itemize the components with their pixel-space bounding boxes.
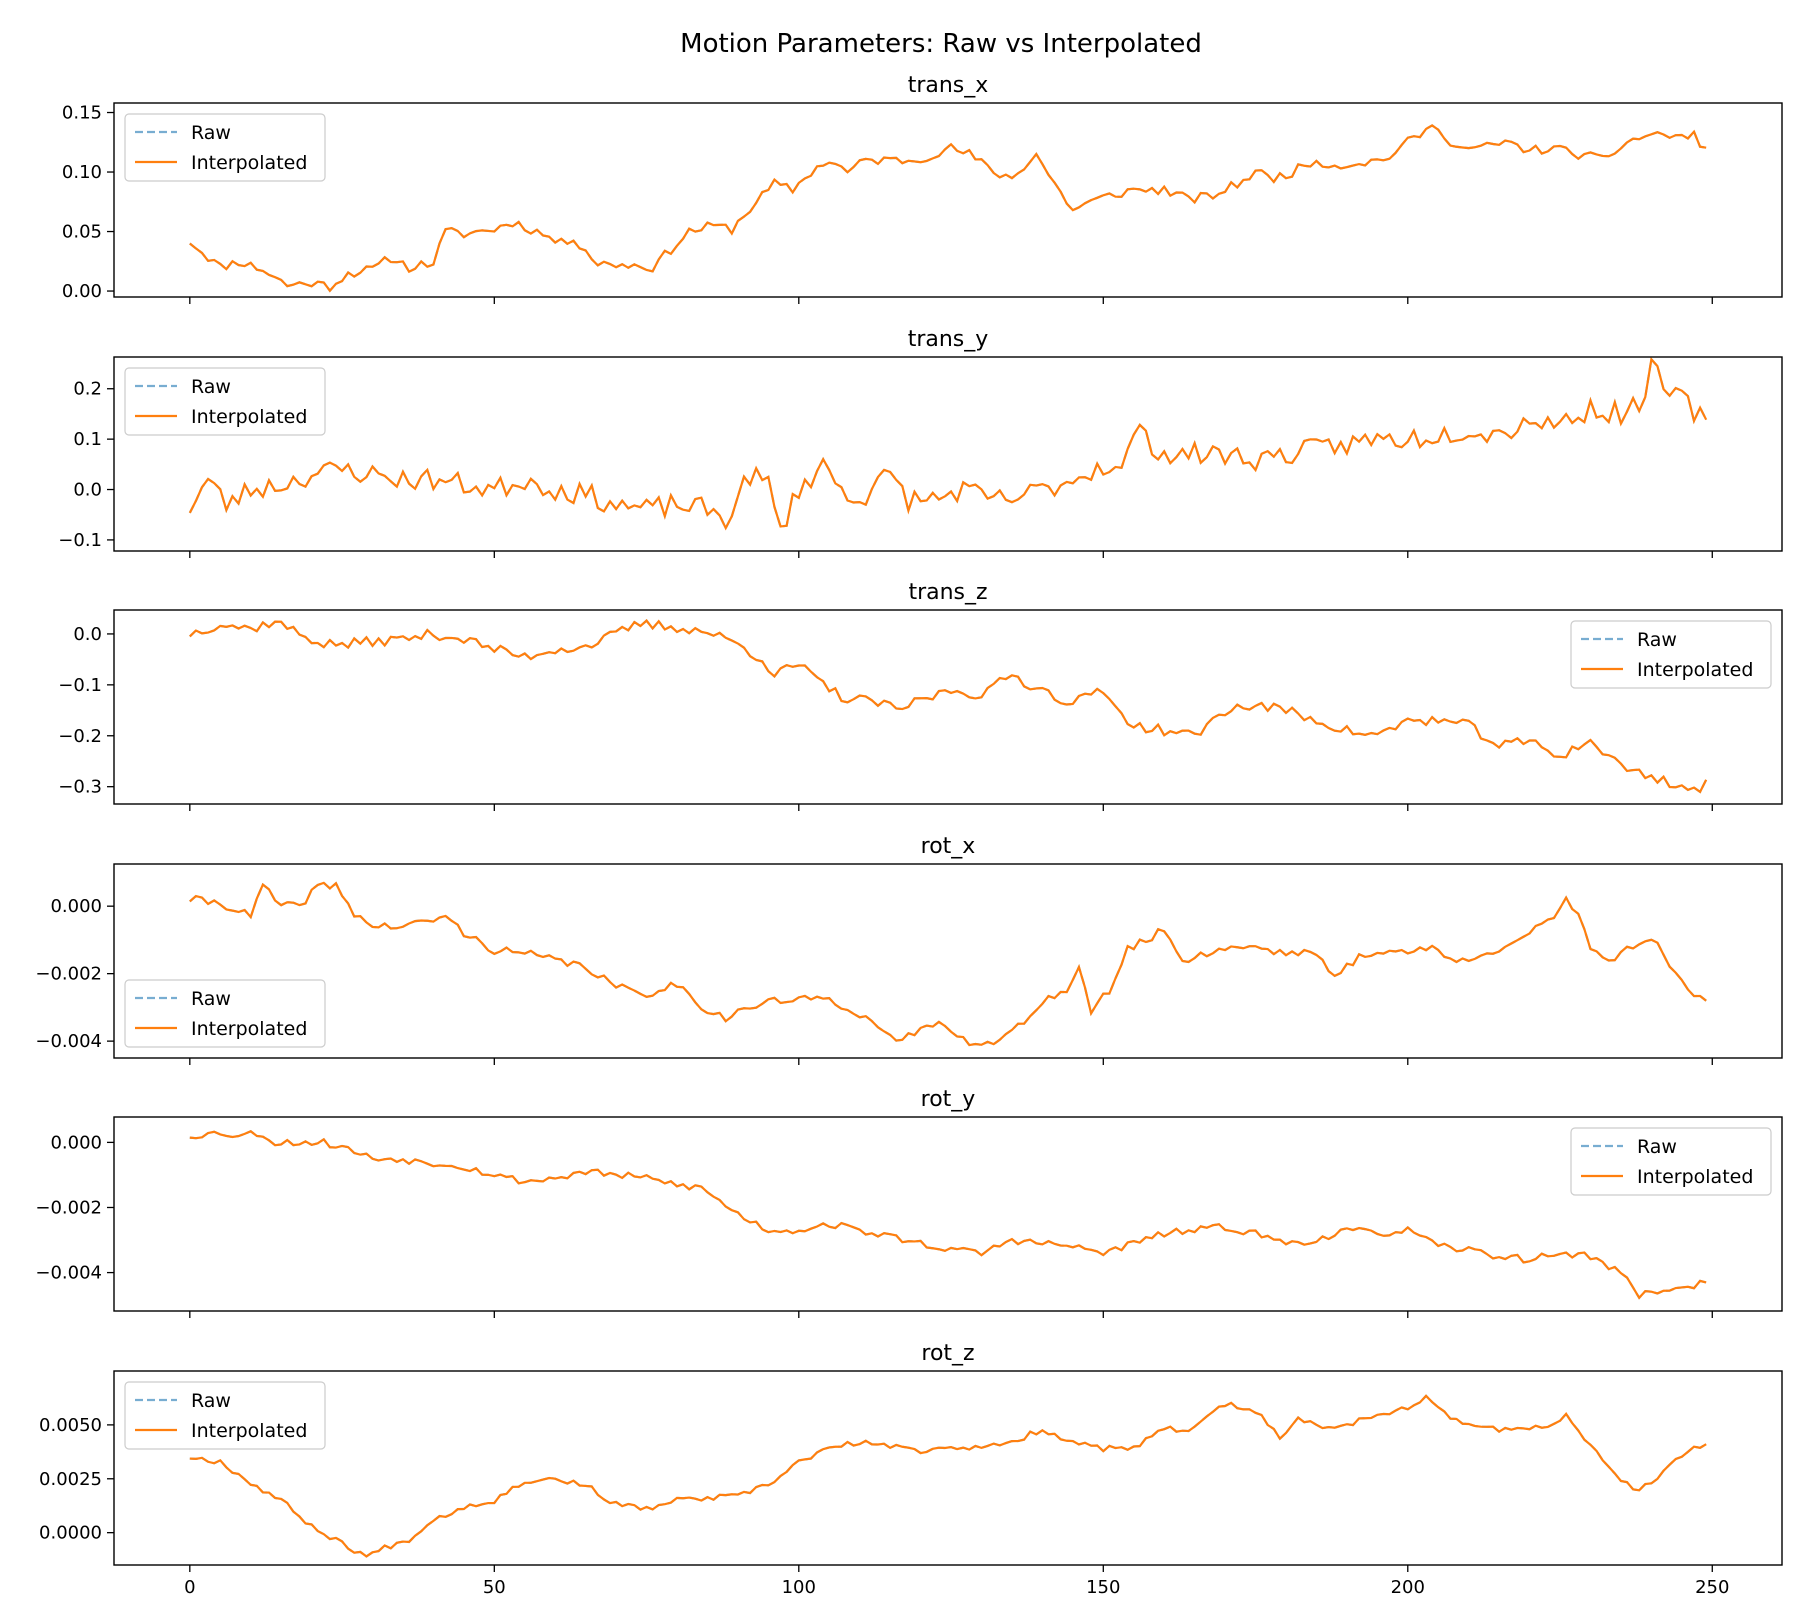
subplot-rot-y: rot_y −0.004 −0.002 0.000 Raw Interpolated xyxy=(35,1087,1783,1318)
legend-interpolated-label: Interpolated xyxy=(1637,1166,1753,1188)
axes-frame xyxy=(113,1370,1783,1566)
subplot-rot-x: rot_x −0.004 −0.002 0.000 Raw Interpolated xyxy=(35,834,1783,1065)
legend-interpolated-label: Interpolated xyxy=(191,406,307,428)
y-tick-label: 0.0050 xyxy=(39,1415,102,1436)
raw-series-line xyxy=(188,357,1708,531)
legend-box xyxy=(124,113,326,182)
x-tick-label: 100 xyxy=(782,1577,816,1598)
subplot-trans-x: trans_x 0.00 0.05 0.10 0.15 Raw Interpolated xyxy=(62,73,1783,304)
subplot-title: trans_z xyxy=(908,580,987,605)
subplot-trans-z: trans_z −0.3 −0.2 −0.1 0.0 Raw Interpolated xyxy=(58,580,1783,811)
subplot-title: rot_y xyxy=(921,1087,976,1112)
axes-frame xyxy=(113,863,1783,1059)
y-tick-label: 0.15 xyxy=(62,103,102,124)
legend: Raw Interpolated xyxy=(1570,1127,1772,1196)
y-tick-label: −0.004 xyxy=(35,1031,102,1052)
raw-series-line xyxy=(189,1394,1707,1558)
interpolated-series-line xyxy=(189,881,1707,1047)
y-tick-label: 0.1 xyxy=(73,429,102,450)
x-tick-label: 250 xyxy=(1695,1577,1729,1598)
y-tick-label: 0.0 xyxy=(73,624,102,645)
legend: Raw Interpolated xyxy=(124,979,326,1048)
y-tick-label: 0.05 xyxy=(62,222,102,243)
figure-title: Motion Parameters: Raw vs Interpolated xyxy=(680,29,1202,59)
x-tick-label: 200 xyxy=(1391,1577,1425,1598)
y-tick-label: 0.0025 xyxy=(39,1469,102,1490)
subplot-title: rot_z xyxy=(921,1341,974,1366)
legend-raw-label: Raw xyxy=(1637,629,1677,651)
subplot-trans-y: trans_y −0.1 0.0 0.1 0.2 Raw Interpolated xyxy=(58,327,1783,558)
y-tick-label: −0.2 xyxy=(58,726,102,747)
axes-frame xyxy=(113,356,1783,552)
legend-raw-label: Raw xyxy=(1637,1136,1677,1158)
y-tick-label: −0.1 xyxy=(58,530,102,551)
y-tick-label: 0.0 xyxy=(73,480,102,501)
axes-frame xyxy=(113,609,1783,805)
y-tick-label: 0.10 xyxy=(62,162,102,183)
subplot-rot-z: rot_z 0 50 100 150 200 250 0.0000 0.0025 0.0050 Ra… xyxy=(39,1341,1783,1598)
interpolated-series-line xyxy=(189,124,1707,293)
y-tick-label: 0.00 xyxy=(62,281,102,302)
raw-series-line xyxy=(189,881,1707,1047)
x-tick-label: 150 xyxy=(1086,1577,1120,1598)
y-tick-label: −0.3 xyxy=(58,777,102,798)
raw-series-line xyxy=(189,1129,1707,1300)
y-tick-label: −0.1 xyxy=(58,675,102,696)
subplot-title: trans_x xyxy=(908,73,989,98)
raw-series-line xyxy=(189,619,1708,794)
legend-raw-label: Raw xyxy=(191,1390,231,1412)
legend-interpolated-label: Interpolated xyxy=(191,1420,307,1442)
legend-interpolated-label: Interpolated xyxy=(1637,659,1753,681)
interpolated-series-line xyxy=(189,619,1708,794)
legend-raw-label: Raw xyxy=(191,988,231,1010)
legend: Raw Interpolated xyxy=(124,367,326,436)
y-tick-label: 0.0000 xyxy=(39,1523,102,1544)
legend-interpolated-label: Interpolated xyxy=(191,152,307,174)
axes-frame xyxy=(113,1116,1783,1312)
legend: Raw Interpolated xyxy=(1570,620,1772,689)
y-tick-label: −0.002 xyxy=(35,1197,102,1218)
interpolated-series-line xyxy=(189,1394,1707,1558)
y-tick-label: 0.2 xyxy=(73,379,102,400)
legend-box xyxy=(1570,1127,1772,1196)
legend-raw-label: Raw xyxy=(191,122,231,144)
legend-raw-label: Raw xyxy=(191,376,231,398)
subplot-title: trans_y xyxy=(908,327,989,352)
y-tick-label: −0.004 xyxy=(35,1263,102,1284)
legend-interpolated-label: Interpolated xyxy=(191,1018,307,1040)
y-tick-label: −0.002 xyxy=(35,964,102,985)
interpolated-series-line xyxy=(189,1129,1707,1300)
legend: Raw Interpolated xyxy=(124,1381,326,1450)
x-tick-label: 50 xyxy=(483,1577,506,1598)
legend-box xyxy=(124,1381,326,1450)
legend-box xyxy=(124,979,326,1048)
legend: Raw Interpolated xyxy=(124,113,326,182)
x-tick-label: 0 xyxy=(184,1577,195,1598)
subplot-title: rot_x xyxy=(921,834,976,859)
legend-box xyxy=(1570,620,1772,689)
y-tick-label: 0.000 xyxy=(50,896,102,917)
interpolated-series-line xyxy=(188,357,1708,531)
axes-frame xyxy=(113,102,1783,298)
y-tick-label: 0.000 xyxy=(50,1132,102,1153)
subplot-panels: trans_x0.000.050.100.15RawInterpolatedtr… xyxy=(35,73,1783,1598)
legend-box xyxy=(124,367,326,436)
